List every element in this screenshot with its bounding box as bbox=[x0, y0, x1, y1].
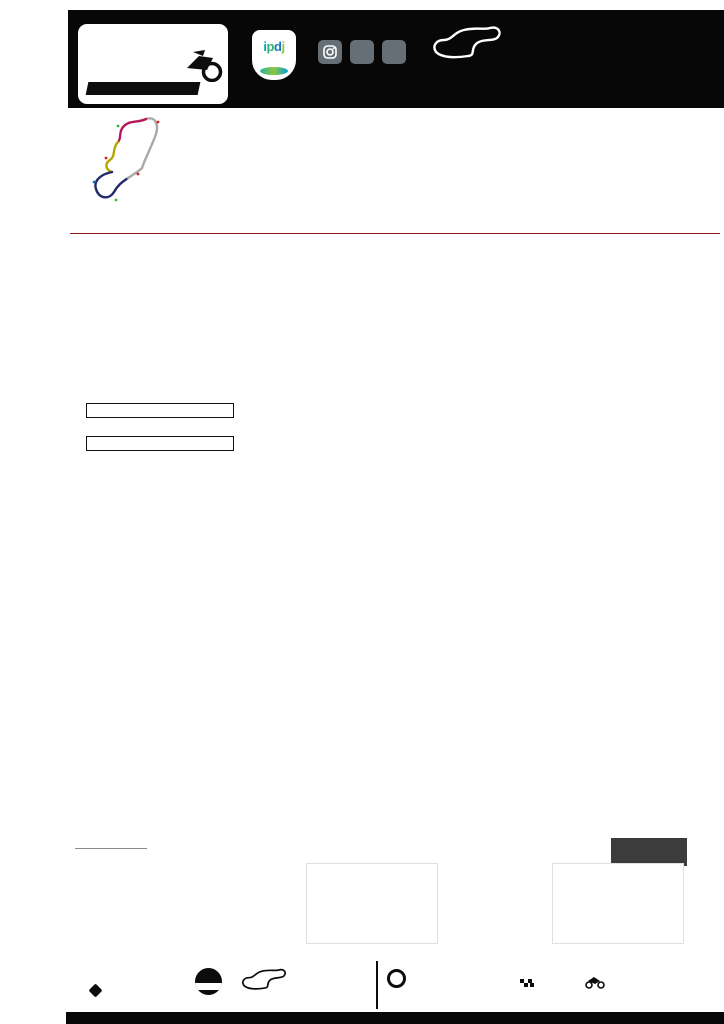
racer-icon bbox=[585, 977, 605, 989]
ipdj-splash bbox=[260, 67, 288, 75]
track-map bbox=[92, 117, 160, 202]
cnv-logo-panel bbox=[78, 24, 228, 104]
header-bar: ipdj bbox=[68, 10, 724, 108]
youtube-icon bbox=[382, 40, 406, 64]
circuito-estoril-track-icon bbox=[242, 968, 286, 990]
circuit-outline-icon bbox=[433, 26, 501, 59]
ipdj-caption bbox=[252, 83, 300, 88]
homologation-label bbox=[72, 845, 147, 852]
header-divider bbox=[70, 233, 720, 234]
circuito-estoril-logo bbox=[240, 967, 288, 997]
footer-black-strip bbox=[66, 1012, 724, 1024]
sponsor-band bbox=[68, 955, 724, 1013]
zero-ring-icon bbox=[387, 969, 406, 988]
instagram-icon bbox=[318, 40, 342, 64]
autodromo-algarve-logo bbox=[444, 972, 450, 990]
not-classified-label bbox=[86, 403, 234, 418]
dunlop-logo bbox=[88, 980, 103, 998]
30-anos-logo bbox=[387, 969, 406, 996]
ipdj-shield: ipdj bbox=[252, 30, 296, 80]
cnv-ribbon bbox=[85, 82, 201, 95]
timekeeper-signature-box bbox=[552, 863, 684, 944]
track-state-badge bbox=[611, 838, 687, 866]
ipdj-wordmark: ipdj bbox=[263, 39, 285, 54]
homologation-line bbox=[75, 848, 147, 849]
facebook-icon bbox=[350, 40, 374, 64]
moto-clube-estoril-logo bbox=[584, 975, 606, 994]
aia-motor-clube-logo bbox=[520, 975, 536, 993]
social-icons bbox=[318, 40, 406, 64]
dns-label bbox=[86, 436, 234, 451]
table-header bbox=[70, 220, 720, 232]
footer-divider bbox=[376, 961, 378, 1009]
checkered-flag-icon bbox=[520, 978, 534, 987]
ipdj-logo: ipdj bbox=[252, 30, 302, 88]
motorcycle-icon bbox=[187, 50, 223, 82]
estoril-helmet-logo bbox=[195, 968, 222, 995]
race-director-signature-box bbox=[306, 863, 438, 944]
